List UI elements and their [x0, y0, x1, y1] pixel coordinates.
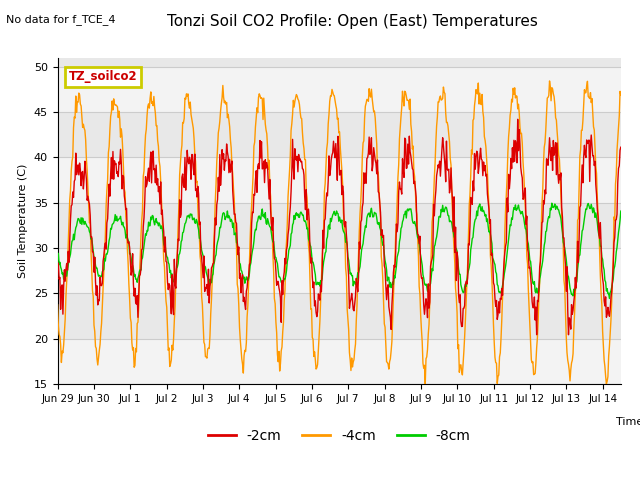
Bar: [58, 248, 621, 293]
Bar: [58, 339, 621, 384]
Text: No data for f_TCE_4: No data for f_TCE_4: [6, 14, 116, 25]
Bar: [58, 157, 621, 203]
Legend: -2cm, -4cm, -8cm: -2cm, -4cm, -8cm: [202, 424, 476, 449]
Text: Tonzi Soil CO2 Profile: Open (East) Temperatures: Tonzi Soil CO2 Profile: Open (East) Temp…: [166, 14, 538, 29]
Bar: [58, 67, 621, 112]
Y-axis label: Soil Temperature (C): Soil Temperature (C): [18, 164, 28, 278]
X-axis label: Time: Time: [616, 417, 640, 427]
Text: TZ_soilco2: TZ_soilco2: [69, 71, 138, 84]
